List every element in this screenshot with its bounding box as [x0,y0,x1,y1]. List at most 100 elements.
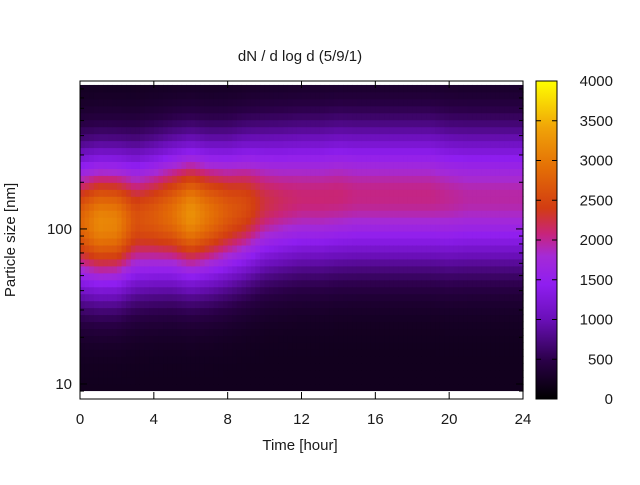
heatmap-cell [259,293,266,302]
heatmap-cell [426,244,432,253]
heatmap-cell [486,182,492,190]
heatmap-cell [463,196,469,204]
heatmap-cell [259,342,266,350]
heatmap-cell [190,161,196,169]
heatmap-cell [112,279,118,288]
heatmap-cell [181,231,187,239]
heatmap-cell [384,105,390,114]
heatmap-cell [223,356,229,364]
heatmap-cell [232,196,238,204]
heatmap-cell [444,210,450,218]
heatmap-cell [241,279,247,288]
heatmap-cell [218,244,224,253]
heatmap-cell [181,342,187,350]
heatmap-cell [190,328,196,336]
heatmap-cell [107,286,113,295]
heatmap-cell [255,119,261,128]
heatmap-cell [232,119,238,128]
heatmap-cell [481,384,487,392]
heatmap-cell [80,154,86,162]
heatmap-cell [449,279,455,288]
heatmap-cell [103,251,109,260]
heatmap-cell [153,168,160,176]
heatmap-cell [98,112,104,121]
heatmap-cell [195,342,201,350]
heatmap-cell [504,258,510,267]
heatmap-cell [163,196,169,204]
heatmap-cell [121,279,127,288]
heatmap-cell [227,91,233,100]
heatmap-cell [107,258,113,267]
heatmap-cell [476,91,483,100]
heatmap-cell [384,140,390,149]
heatmap-cell [375,196,381,204]
heatmap-cell [107,377,113,385]
heatmap-cell [407,196,413,204]
heatmap-cell [195,244,201,253]
heatmap-cell [439,314,446,323]
heatmap-cell [121,314,127,323]
heatmap-cell [181,140,187,149]
heatmap-cell [463,279,469,288]
heatmap-cell [472,286,478,295]
heatmap-cell [107,210,113,218]
heatmap-cell [356,231,363,239]
heatmap-cell [412,175,418,183]
heatmap-cell [89,168,95,176]
heatmap-cell [361,224,367,232]
heatmap-cell [435,272,441,281]
heatmap-cell [227,286,233,295]
heatmap-cell [130,189,136,197]
heatmap-cell [223,154,229,162]
heatmap-cell [356,279,363,288]
heatmap-cell [366,119,372,128]
heatmap-cell [472,272,478,281]
heatmap-cell [384,335,390,343]
heatmap-cell [186,182,192,190]
heatmap-cell [278,258,284,267]
heatmap-cell [112,189,118,197]
heatmap-cell [472,244,478,253]
heatmap-cell [490,279,496,288]
heatmap-cell [107,300,113,309]
heatmap-cell [361,196,367,204]
heatmap-cell [490,105,496,114]
heatmap-cell [319,363,326,371]
heatmap-cell [144,140,150,149]
heatmap-cell [278,231,284,239]
heatmap-cell [333,349,340,357]
heatmap-cell [398,293,404,302]
heatmap-cell [236,203,243,211]
heatmap-cell [403,91,409,100]
heatmap-cell [439,105,446,114]
heatmap-cell [107,175,113,183]
heatmap-cell [195,168,201,176]
heatmap-cell [236,244,243,253]
heatmap-cell [356,91,363,100]
heatmap-cell [269,133,275,142]
heatmap-cell [199,224,206,232]
heatmap-cell [186,84,192,93]
heatmap-cell [130,349,136,357]
heatmap-cell [379,189,386,197]
heatmap-cell [476,335,483,343]
heatmap-cell [292,210,298,218]
heatmap-cell [407,133,413,142]
heatmap-cell [324,300,330,309]
heatmap-cell [199,175,206,183]
heatmap-cell [319,342,326,350]
heatmap-cell [278,286,284,295]
heatmap-cell [80,196,86,204]
heatmap-cell [283,217,289,225]
heatmap-cell [190,286,196,295]
heatmap-cell [296,286,303,295]
heatmap-cell [356,98,363,107]
heatmap-cell [426,293,432,302]
heatmap-cell [121,244,127,253]
heatmap-cell [315,314,321,323]
heatmap-cell [273,293,280,302]
heatmap-cell [112,196,118,204]
heatmap-cell [518,244,524,253]
heatmap-cell [361,244,367,253]
heatmap-cell [509,91,515,100]
